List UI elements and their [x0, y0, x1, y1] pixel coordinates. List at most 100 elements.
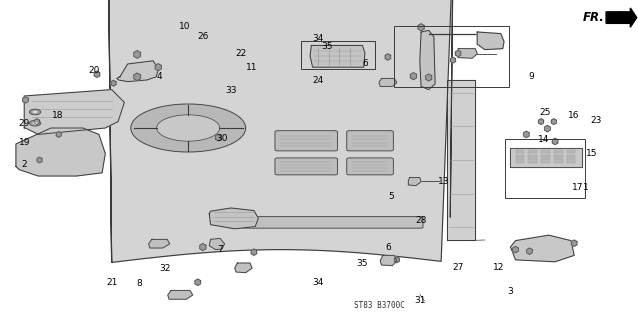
Polygon shape [380, 255, 397, 266]
Text: 32: 32 [159, 264, 170, 273]
Polygon shape [200, 244, 206, 251]
Bar [541, 150, 550, 153]
Polygon shape [420, 30, 435, 90]
Polygon shape [251, 249, 256, 255]
Polygon shape [510, 235, 574, 262]
FancyBboxPatch shape [241, 217, 423, 228]
Polygon shape [209, 238, 225, 250]
Polygon shape [195, 279, 200, 285]
Polygon shape [155, 64, 161, 71]
Bar [567, 150, 575, 153]
Polygon shape [379, 78, 397, 86]
Text: 9: 9 [528, 72, 534, 81]
Bar [528, 159, 537, 163]
Polygon shape [23, 97, 28, 103]
Bar [505, 139, 585, 198]
Text: 4: 4 [157, 72, 162, 81]
Polygon shape [108, 0, 453, 262]
Polygon shape [510, 148, 582, 167]
Text: 16: 16 [568, 111, 580, 120]
FancyBboxPatch shape [347, 158, 393, 175]
Bar [516, 155, 524, 158]
Text: 26: 26 [197, 32, 209, 41]
Bar [394, 26, 509, 87]
Text: 1: 1 [582, 183, 589, 192]
Polygon shape [385, 54, 390, 60]
Polygon shape [458, 49, 477, 58]
Text: 17: 17 [572, 183, 583, 192]
Text: 14: 14 [538, 135, 549, 144]
Polygon shape [545, 125, 550, 132]
Polygon shape [134, 73, 140, 81]
Text: 6: 6 [362, 60, 368, 68]
Text: 27: 27 [452, 263, 464, 272]
Polygon shape [456, 50, 461, 57]
Polygon shape [310, 45, 365, 67]
Polygon shape [216, 134, 221, 141]
Bar [567, 159, 575, 163]
Text: 31: 31 [414, 296, 426, 305]
Text: 25: 25 [540, 108, 551, 117]
Bar [528, 155, 537, 158]
Polygon shape [149, 239, 170, 248]
Circle shape [29, 109, 41, 115]
Text: 11: 11 [246, 63, 258, 72]
Polygon shape [410, 73, 417, 80]
Polygon shape [527, 248, 532, 254]
Bar [554, 150, 563, 153]
Polygon shape [394, 257, 399, 263]
Polygon shape [111, 80, 116, 86]
Polygon shape [450, 57, 456, 63]
Polygon shape [606, 8, 637, 27]
Text: 6: 6 [385, 244, 391, 252]
Text: 28: 28 [415, 216, 427, 225]
Bar [567, 155, 575, 158]
Polygon shape [56, 132, 61, 137]
Text: 34: 34 [312, 278, 323, 287]
Text: 12: 12 [493, 263, 505, 272]
Text: 19: 19 [19, 138, 30, 147]
Polygon shape [477, 32, 504, 50]
Text: 34: 34 [312, 34, 323, 43]
Text: 13: 13 [438, 177, 449, 186]
Polygon shape [94, 71, 100, 77]
Bar [516, 150, 524, 153]
Text: 23: 23 [591, 116, 602, 125]
Text: 24: 24 [312, 76, 323, 85]
Polygon shape [572, 240, 577, 246]
Bar [554, 159, 563, 163]
Text: 21: 21 [106, 278, 117, 287]
Text: 8: 8 [136, 279, 142, 288]
Polygon shape [513, 246, 518, 253]
Polygon shape [538, 119, 544, 124]
Text: 3: 3 [507, 287, 514, 296]
Polygon shape [551, 119, 556, 124]
Polygon shape [131, 104, 246, 152]
FancyBboxPatch shape [275, 131, 338, 151]
Polygon shape [235, 263, 252, 273]
Circle shape [29, 120, 41, 126]
Polygon shape [134, 51, 140, 58]
Text: 22: 22 [235, 49, 247, 58]
Text: 35: 35 [321, 42, 332, 51]
Text: 2: 2 [22, 160, 27, 169]
Bar [541, 159, 550, 163]
Polygon shape [168, 291, 193, 299]
Polygon shape [34, 119, 40, 124]
Text: FR.: FR. [583, 11, 605, 24]
Polygon shape [157, 115, 219, 141]
Text: 7: 7 [217, 245, 223, 254]
Bar [301, 41, 375, 69]
Text: 18: 18 [52, 111, 63, 120]
Circle shape [33, 111, 38, 113]
Polygon shape [553, 138, 558, 145]
Polygon shape [418, 24, 424, 31]
Text: 10: 10 [179, 22, 191, 31]
Polygon shape [16, 128, 105, 176]
Text: 5: 5 [388, 192, 394, 201]
Text: 20: 20 [89, 66, 100, 75]
Polygon shape [117, 61, 158, 82]
FancyBboxPatch shape [275, 158, 338, 175]
Bar [554, 155, 563, 158]
Text: 29: 29 [19, 119, 30, 128]
